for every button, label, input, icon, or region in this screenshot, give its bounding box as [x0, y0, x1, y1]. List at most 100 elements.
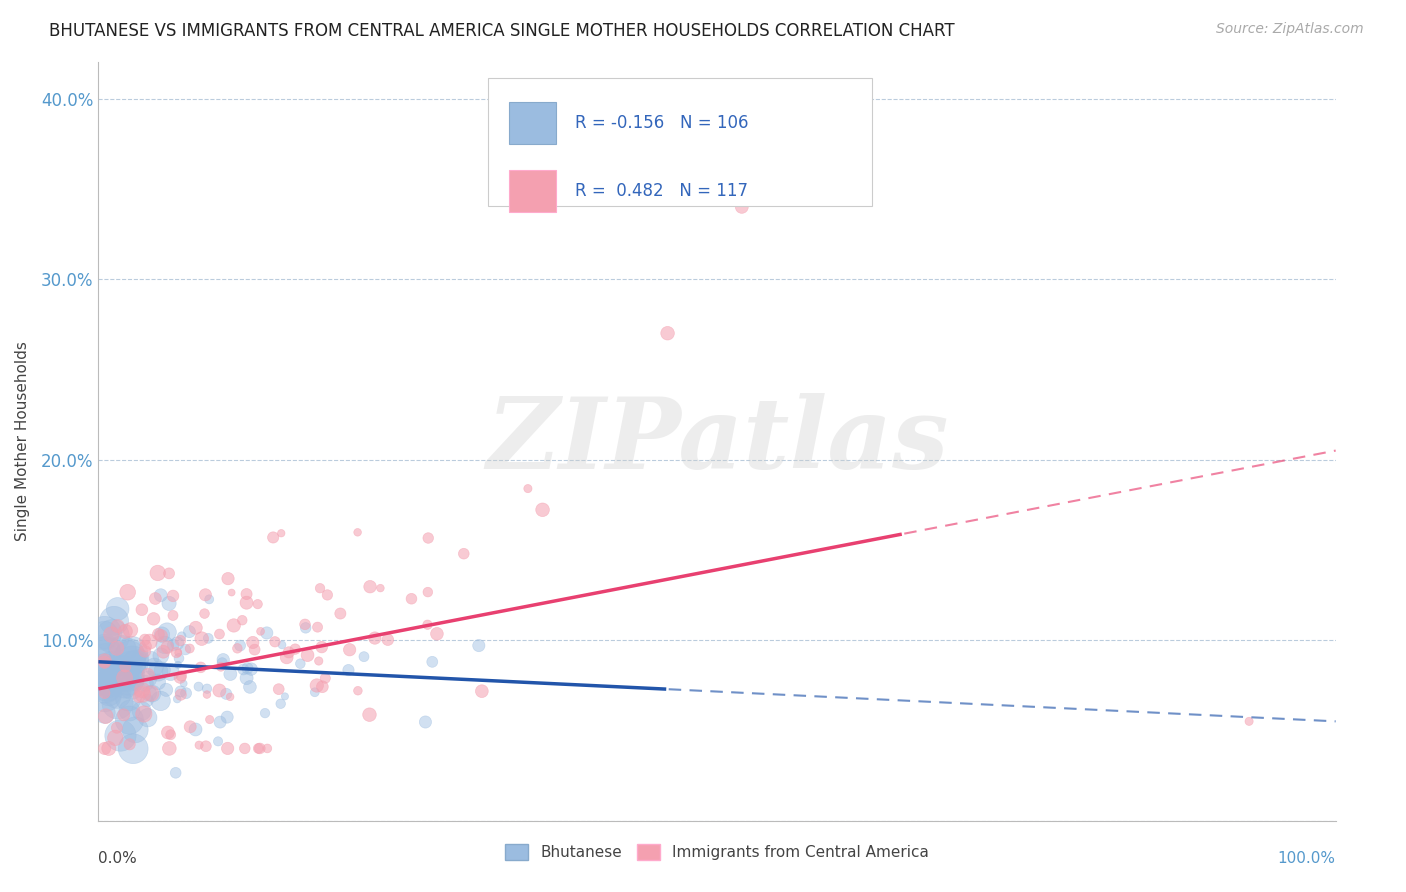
Point [305, 679, 328, 693]
Point [167, 651, 190, 665]
Point [253, 706, 276, 720]
Point [516, 482, 538, 496]
Point [141, 686, 163, 700]
Point [240, 662, 263, 676]
Y-axis label: Single Mother Households: Single Mother Households [15, 342, 30, 541]
Point [195, 681, 218, 696]
Point [136, 693, 159, 707]
Point [159, 665, 181, 679]
Point [114, 659, 136, 673]
Point [179, 624, 201, 639]
Point [114, 671, 136, 685]
Point [232, 662, 254, 676]
Point [142, 612, 165, 626]
Point [401, 591, 423, 606]
Point [96, 679, 118, 693]
Point [167, 657, 190, 672]
Point [208, 683, 231, 698]
Point [256, 741, 278, 756]
Point [415, 714, 437, 729]
Point [165, 765, 187, 780]
Point [103, 614, 125, 628]
Point [96, 679, 118, 693]
Point [166, 692, 188, 706]
Point [179, 720, 201, 734]
Point [231, 613, 253, 627]
Point [731, 200, 754, 214]
Point [170, 688, 193, 702]
Point [157, 596, 180, 610]
Point [118, 649, 141, 664]
Point [198, 592, 221, 607]
Point [165, 646, 187, 660]
Point [93, 663, 115, 677]
Point [141, 687, 163, 701]
Point [134, 676, 156, 690]
Point [93, 706, 115, 720]
Point [93, 688, 115, 702]
Text: Source: ZipAtlas.com: Source: ZipAtlas.com [1216, 22, 1364, 37]
Point [194, 739, 217, 754]
Point [187, 680, 209, 694]
Point [170, 669, 193, 683]
Point [131, 683, 153, 698]
Point [359, 707, 381, 722]
Point [198, 713, 221, 727]
Point [107, 619, 129, 633]
Point [153, 638, 176, 652]
Point [270, 526, 292, 541]
Point [308, 654, 330, 668]
Point [274, 690, 297, 704]
Point [100, 627, 122, 641]
Point [141, 652, 163, 666]
Point [159, 728, 181, 742]
Point [107, 602, 129, 616]
Text: R = -0.156   N = 106: R = -0.156 N = 106 [575, 114, 748, 132]
Point [129, 651, 152, 665]
Point [146, 566, 169, 580]
Point [107, 697, 129, 711]
Point [120, 658, 142, 673]
Point [146, 675, 169, 690]
Point [149, 648, 172, 663]
Point [307, 620, 329, 634]
Point [657, 326, 679, 341]
Point [277, 645, 299, 659]
Point [276, 650, 298, 665]
Point [155, 682, 177, 697]
Point [132, 706, 155, 721]
Point [184, 723, 207, 737]
Point [118, 668, 141, 682]
Point [233, 741, 256, 756]
Point [217, 710, 239, 724]
Point [114, 676, 136, 690]
Point [93, 741, 115, 756]
Point [138, 634, 160, 648]
Point [93, 676, 115, 690]
Point [188, 738, 211, 752]
Point [124, 656, 146, 670]
FancyBboxPatch shape [509, 170, 557, 212]
Point [167, 646, 190, 660]
Point [174, 686, 197, 700]
Point [125, 676, 148, 690]
Point [249, 741, 271, 756]
Point [209, 715, 232, 730]
Point [110, 729, 132, 743]
Point [377, 632, 399, 647]
Point [209, 659, 232, 673]
Point [179, 641, 201, 656]
Point [157, 741, 180, 756]
Point [117, 690, 139, 705]
FancyBboxPatch shape [488, 78, 872, 207]
Point [94, 709, 117, 723]
Point [262, 531, 284, 545]
Legend: Bhutanese, Immigrants from Central America: Bhutanese, Immigrants from Central Ameri… [499, 838, 935, 866]
Point [370, 581, 392, 595]
Point [117, 673, 139, 687]
Point [93, 656, 115, 670]
Point [120, 623, 142, 637]
Point [314, 671, 336, 685]
Point [97, 687, 120, 701]
Point [121, 645, 143, 659]
